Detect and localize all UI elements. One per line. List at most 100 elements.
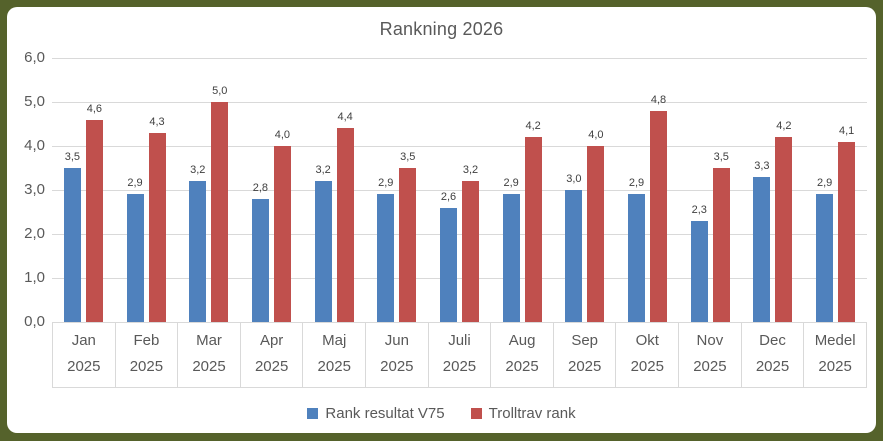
- x-axis-category-cell: Jan 2025: [52, 323, 115, 387]
- y-axis-tick-label: 6,0: [24, 49, 45, 66]
- category-year-label: 2025: [192, 358, 226, 375]
- category-column: 2,9 4,8: [616, 58, 679, 322]
- category-column: 2,9 4,2: [491, 58, 554, 322]
- category-month-label: Sep: [571, 332, 599, 349]
- bar: 3,5: [712, 151, 730, 322]
- bar-data-label: 2,9: [816, 177, 833, 190]
- category-month-label: Feb: [133, 332, 160, 349]
- category-year-label: 2025: [755, 358, 790, 375]
- bar: 3,5: [63, 151, 81, 322]
- category-year-label: 2025: [567, 358, 602, 375]
- category-column: 2,9 4,3: [115, 58, 178, 322]
- bar-data-label: 3,2: [190, 164, 206, 177]
- x-axis-category-cell: Dec 2025: [740, 323, 804, 387]
- bar: 4,8: [650, 94, 668, 322]
- x-axis-category-cell: Feb 2025: [114, 323, 178, 387]
- bar-data-label: 3,5: [713, 151, 729, 163]
- x-axis-category-cell: Apr 2025: [239, 323, 303, 387]
- bar: 3,5: [399, 151, 417, 322]
- category-year-label: 2025: [693, 358, 727, 375]
- category-month-label: Jun: [384, 332, 409, 349]
- bar-data-label: 4,0: [588, 129, 604, 141]
- bar-data-label: 2,9: [628, 177, 645, 190]
- x-axis-category-cell: Juli 2025: [427, 323, 491, 387]
- bar-data-label: 2,9: [503, 177, 519, 190]
- bar-data-label: 2,6: [440, 190, 457, 203]
- bar-data-label: 4,3: [149, 115, 165, 128]
- x-axis-category-cell: Sep 2025: [552, 323, 616, 387]
- category-year-label: 2025: [129, 358, 164, 375]
- bar-data-label: 3,2: [315, 164, 331, 177]
- bar: 3,3: [753, 160, 771, 322]
- gridline: [52, 102, 867, 103]
- gridline: [52, 58, 867, 59]
- category-column: 3,2 4,4: [303, 58, 366, 322]
- category-column: 3,2 5,0: [177, 58, 240, 322]
- bar-data-label: 4,0: [274, 129, 291, 141]
- category-year-label: 2025: [67, 358, 101, 375]
- bar-data-label: 2,3: [691, 203, 707, 216]
- category-year-label: 2025: [818, 358, 852, 375]
- legend-item: Rank resultat V75: [307, 405, 445, 422]
- gridline: [52, 146, 867, 147]
- x-axis-category-cell: Mar 2025: [177, 323, 240, 387]
- legend-label: Rank resultat V75: [325, 405, 445, 422]
- y-axis-tick-label: 1,0: [24, 269, 45, 286]
- category-column: 2,9 4,1: [804, 58, 867, 322]
- bar-data-label: 2,9: [378, 177, 394, 190]
- bar: 3,2: [461, 164, 479, 322]
- category-month-label: Okt: [635, 332, 659, 349]
- bar-data-label: 2,9: [127, 177, 143, 190]
- bar: 2,9: [628, 177, 646, 322]
- category-column: 2,9 3,5: [365, 58, 428, 322]
- legend-label: Trolltrav rank: [488, 405, 576, 422]
- category-month-label: Apr: [259, 332, 284, 349]
- bar: 3,0: [565, 173, 583, 322]
- y-axis-tick-label: 4,0: [24, 137, 45, 154]
- category-column: 2,8 4,0: [240, 58, 303, 322]
- bar: 3,2: [189, 164, 207, 322]
- category-month-label: Juli: [448, 332, 471, 349]
- category-year-label: 2025: [317, 358, 351, 375]
- bar: 4,4: [336, 111, 354, 322]
- gridline: [52, 234, 867, 235]
- category-column: 3,3 4,2: [742, 58, 805, 322]
- x-axis-category-cell: Medel 2025: [803, 323, 867, 387]
- bar: 4,2: [524, 120, 542, 322]
- bar-data-label: 3,5: [64, 151, 80, 163]
- category-year-label: 2025: [442, 358, 477, 375]
- bar: 5,0: [211, 85, 229, 322]
- x-axis-category-cell: Aug 2025: [490, 323, 553, 387]
- legend-swatch-icon: [307, 408, 319, 419]
- bar-data-label: 3,5: [400, 151, 416, 163]
- category-month-label: Medel: [814, 332, 856, 349]
- bar-data-label: 4,2: [525, 120, 541, 133]
- legend-swatch-icon: [470, 408, 482, 419]
- bar-data-label: 2,8: [252, 181, 269, 194]
- bar-data-label: 3,2: [462, 164, 479, 177]
- bar: 3,2: [314, 164, 332, 322]
- category-column: 3,5 4,6: [52, 58, 115, 322]
- bar: 4,0: [273, 129, 291, 322]
- bar-columns: 3,5 4,6 2,9 4,3 3,2 5,0 2,8 4,0 3,2 4,4 2,9 3,5 2,6 3…: [52, 58, 867, 322]
- bar-data-label: 3,3: [754, 159, 770, 172]
- bar: 2,6: [439, 191, 457, 322]
- category-column: 3,0 4,0: [554, 58, 617, 322]
- x-axis-category-cell: Maj 2025: [302, 323, 365, 387]
- bar: 4,6: [85, 103, 103, 322]
- y-axis-tick-label: 0,0: [24, 313, 45, 330]
- bar: 2,9: [377, 177, 395, 322]
- plot-area: 3,5 4,6 2,9 4,3 3,2 5,0 2,8 4,0 3,2 4,4 2,9 3,5 2,6 3…: [52, 58, 867, 322]
- category-year-label: 2025: [254, 358, 289, 375]
- bar: 2,3: [690, 204, 708, 322]
- legend: Rank resultat V75 Trolltrav rank: [7, 405, 876, 422]
- bar: 4,0: [587, 129, 605, 322]
- chart-title: Rankning 2026: [379, 19, 504, 39]
- bar: 2,9: [502, 177, 520, 322]
- category-month-label: Nov: [696, 332, 724, 349]
- bar: 4,3: [148, 116, 166, 322]
- x-axis-category-cell: Jun 2025: [365, 323, 428, 387]
- y-axis-tick-label: 2,0: [24, 225, 45, 242]
- category-year-label: 2025: [630, 358, 664, 375]
